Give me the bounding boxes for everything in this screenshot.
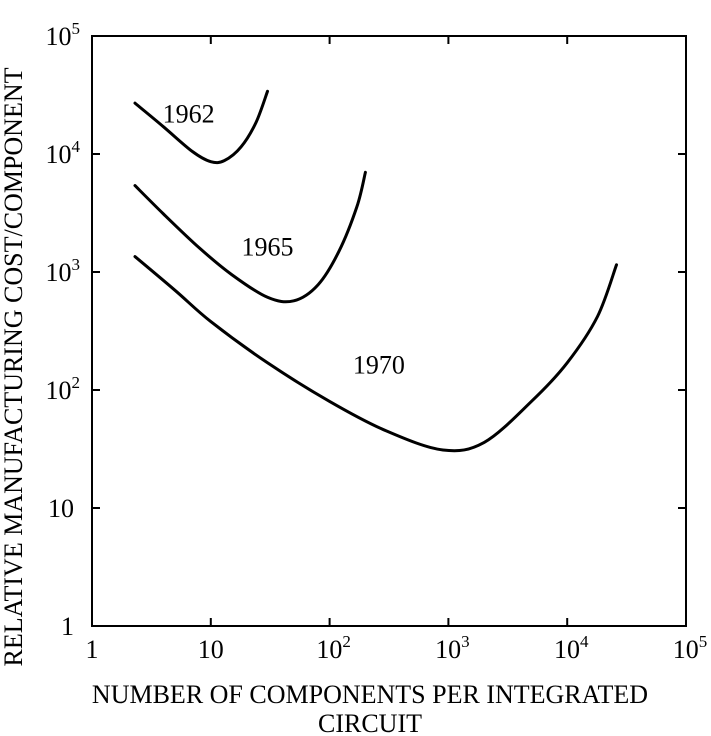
x-tick-label: 105 (673, 632, 708, 664)
series-label-1962: 1962 (163, 100, 215, 129)
series-labels: 1962 1965 1970 (163, 100, 405, 380)
x-tick-label: 104 (554, 632, 589, 664)
y-tick-label: 10 (48, 494, 74, 523)
series-line-1965 (133, 170, 367, 304)
series-label-1970: 1970 (353, 350, 405, 379)
series-line-1970 (133, 255, 618, 453)
x-axis-title-line-1: NUMBER OF COMPONENTS PER INTEGRATED (92, 680, 648, 709)
x-axis-ticks: 1 10 102 103 104 105 (86, 36, 708, 664)
x-axis-title-line-2: CIRCUIT (318, 709, 422, 736)
y-axis-title: RELATIVE MANUFACTURING COST/COMPONENT (0, 67, 28, 666)
plot-frame (91, 35, 687, 627)
y-tick-label: 103 (46, 255, 81, 287)
y-tick-label: 102 (46, 373, 81, 405)
x-tick-label: 102 (316, 632, 351, 664)
y-tick-label: 105 (46, 19, 81, 51)
series-label-1965: 1965 (241, 232, 293, 261)
x-tick-label: 1 (86, 635, 99, 664)
y-tick-label: 104 (46, 137, 81, 169)
x-tick-label: 103 (435, 632, 470, 664)
x-tick-label: 10 (198, 635, 224, 664)
y-tick-label: 1 (61, 612, 74, 641)
series-curves (133, 89, 618, 453)
series-line-1962 (133, 89, 269, 165)
